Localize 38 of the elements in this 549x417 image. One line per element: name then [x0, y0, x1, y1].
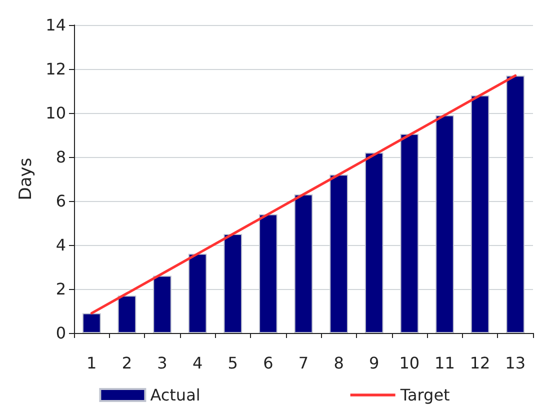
bar: [153, 276, 172, 333]
y-tick-label: 12: [46, 60, 66, 78]
legend-label: Actual: [150, 386, 200, 404]
x-tick-label: 12: [470, 354, 490, 372]
x-tick-label: 9: [369, 354, 380, 372]
x-tick-label: 4: [192, 354, 203, 372]
x-tick-label: 11: [434, 354, 455, 372]
x-tick-label: 13: [505, 354, 526, 372]
y-tick-label: 8: [56, 148, 66, 166]
x-tick-label: 2: [122, 354, 132, 372]
y-tick-label: 2: [56, 280, 66, 298]
y-tick-label: 6: [56, 192, 66, 210]
x-tick-label: 8: [334, 354, 344, 372]
x-tick-label: 5: [228, 354, 238, 372]
line-series: [90, 74, 517, 314]
bar: [294, 194, 313, 333]
bar: [82, 313, 101, 333]
y-tick-label: 10: [46, 104, 66, 122]
x-tick-label: 3: [157, 354, 168, 372]
bar: [470, 95, 490, 333]
x-tick-label: 7: [298, 354, 309, 372]
bar: [436, 115, 454, 333]
bar: [259, 214, 278, 333]
y-tick-label: 4: [56, 236, 66, 254]
y-tick-label: 0: [56, 324, 66, 342]
x-tick-label: 10: [399, 354, 420, 372]
legend-label: Target: [399, 386, 450, 404]
bar: [400, 134, 419, 333]
bar: [118, 296, 136, 333]
x-tick-label: 1: [86, 354, 97, 372]
bar: [188, 254, 207, 333]
y-axis-title: Days: [16, 158, 36, 200]
bar: [364, 152, 384, 333]
x-tick-label: 6: [263, 354, 274, 372]
bar: [224, 234, 242, 333]
bar: [330, 174, 348, 333]
bar: [506, 76, 525, 333]
y-tick-label: 14: [46, 16, 66, 34]
